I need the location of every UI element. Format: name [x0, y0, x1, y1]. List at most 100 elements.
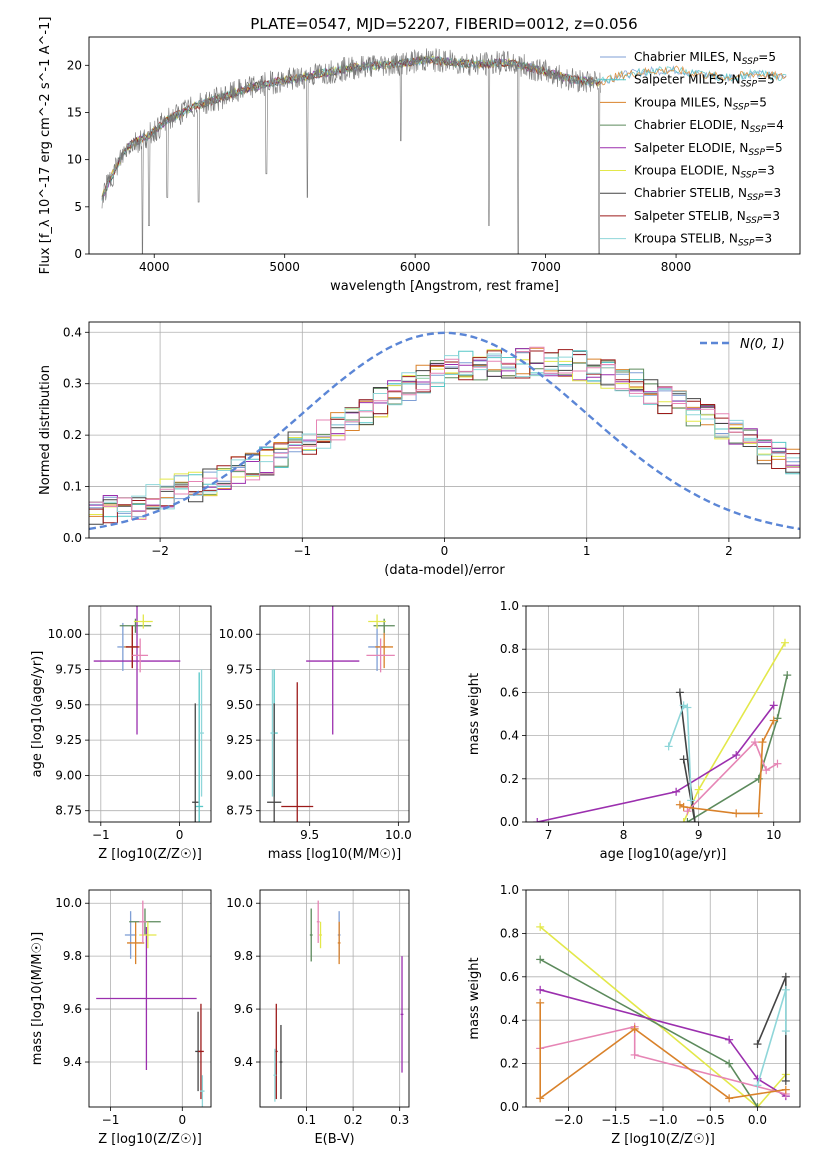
legend-entry: Kroupa MILES, NSSP=5: [634, 95, 767, 112]
legend-tail: =5: [765, 141, 783, 155]
weight-series-line: [667, 704, 692, 801]
weight-marker: [683, 807, 692, 816]
weight-series-line: [679, 692, 696, 822]
weight-marker: [675, 688, 684, 697]
weight-marker: [630, 1024, 639, 1033]
axes-ebv-mass: 0.1 0.2 0.3 9.4 9.6 9.8 10.0 E(B-V): [226, 889, 410, 1147]
y-tick-label: 0.2: [500, 772, 519, 786]
x-tick-label: 0.2: [344, 1113, 363, 1127]
legend-label: Salpeter ELODIE, N: [634, 141, 748, 155]
errorbar-point: [319, 921, 322, 949]
x-tick-label: −1: [102, 1113, 120, 1127]
weight-series-line: [539, 926, 787, 1107]
y-tick-label: 10: [67, 153, 82, 167]
x-tick-label: −1: [293, 544, 311, 558]
errorbar-point: [125, 625, 139, 669]
legend-subscript: SSP: [741, 171, 758, 181]
axes-frame: [259, 605, 410, 823]
y-tick-label: 9.4: [63, 1055, 82, 1069]
weight-marker: [679, 818, 688, 822]
y-tick-label: 9.25: [226, 733, 253, 747]
weight-marker: [664, 742, 673, 751]
y-axis-label: mass weight: [467, 957, 482, 1039]
x-axis-label: (data-model)/error: [384, 563, 505, 578]
errorbar-point: [132, 638, 149, 673]
legend-entry: Salpeter ELODIE, NSSP=5: [634, 141, 783, 158]
y-tick-label: 9.75: [226, 663, 253, 677]
x-tick-label: −1.5: [601, 1113, 630, 1127]
plot-spectrum: [101, 48, 787, 254]
weight-marker: [725, 1035, 734, 1044]
y-tick-label: 0.0: [63, 531, 82, 545]
legend-entry: Salpeter STELIB, NSSP=3: [634, 209, 780, 226]
weight-series-line: [686, 740, 778, 812]
legend-subscript: SSP: [750, 125, 767, 135]
errorbar-point: [270, 669, 275, 797]
x-tick-label: 8000: [661, 260, 692, 274]
weight-series-line: [540, 1025, 787, 1095]
weight-marker: [753, 1081, 762, 1090]
errorbar-point: [200, 1075, 205, 1107]
y-tick-label: 0.6: [500, 970, 519, 984]
weight-series-line: [756, 976, 787, 1081]
observed-spectrum-line: [101, 48, 601, 254]
y-tick-label: 8.75: [55, 804, 82, 818]
y-tick-label: 0.2: [63, 428, 82, 442]
plot-mass-age: [267, 606, 395, 822]
x-tick-label: 0.0: [748, 1113, 767, 1127]
weight-marker: [536, 1094, 545, 1103]
y-tick-label: 10.00: [219, 627, 253, 641]
weight-marker: [679, 755, 688, 764]
x-tick-label: 0.1: [297, 1113, 316, 1127]
y-tick-label: 9.4: [234, 1055, 253, 1069]
errorbar-point: [139, 921, 157, 949]
axes-age-weight: 7 8 9 10 0.0 0.2 0.4 0.6 0.8 1.0 age [log10(age/yr…: [467, 599, 801, 862]
weight-marker: [732, 751, 741, 760]
weight-marker: [536, 922, 545, 931]
legend-entry: Chabrier ELODIE, NSSP=4: [634, 118, 784, 135]
y-tick-label: 0.4: [500, 1013, 519, 1027]
x-tick-label: 2: [725, 544, 733, 558]
model-spectrum-line: [101, 55, 600, 198]
weight-marker: [762, 766, 771, 775]
errorbar-point: [119, 618, 152, 633]
x-axis-label: Z [log10(Z/Z☉)]: [98, 1132, 202, 1147]
legend-subscript: SSP: [733, 102, 750, 112]
legend-tail: =3: [762, 209, 780, 223]
axes-residuals: −2 −1 0 1 2 0.0 0.1 0.2 0.3 0.4 (data-model)/error…: [38, 321, 801, 578]
legend-label: Kroupa STELIB, N: [634, 232, 738, 246]
legend-entry: Salpeter MILES, NSSP=5: [634, 73, 775, 90]
weight-marker: [672, 787, 681, 796]
errorbar-point: [337, 921, 341, 965]
x-tick-label: 1: [583, 544, 591, 558]
weight-marker: [783, 671, 792, 680]
y-tick-label: 9.50: [55, 698, 82, 712]
x-axis-label: age [log10(age/yr)]: [600, 847, 727, 862]
y-tick-label: 0.4: [500, 729, 519, 743]
errorbar-point: [309, 908, 313, 962]
y-tick-label: 9.6: [234, 1002, 253, 1016]
x-axis-label: Z [log10(Z/Z☉)]: [98, 847, 202, 862]
y-tick-label: 9.00: [55, 768, 82, 782]
legend-subscript: SSP: [742, 57, 759, 67]
x-tick-label: 0: [176, 828, 184, 842]
errorbar-point: [139, 900, 147, 943]
legend-entry: Chabrier STELIB, NSSP=3: [634, 186, 781, 203]
y-axis-label: mass [log10(M/M☉)]: [30, 932, 45, 1065]
y-tick-label: 0.1: [63, 480, 82, 494]
weight-marker: [781, 1085, 790, 1094]
axes-frame: [88, 36, 801, 255]
weight-marker: [773, 714, 782, 723]
weight-marker: [781, 1027, 790, 1036]
x-axis-label: mass [log10(M/M☉)]: [268, 847, 401, 862]
legend-tail: =3: [764, 186, 782, 200]
x-tick-label: 0: [441, 544, 449, 558]
y-tick-label: 9.00: [226, 768, 253, 782]
errorbar-point: [366, 638, 395, 673]
weight-marker: [533, 818, 542, 822]
weight-marker: [769, 701, 778, 710]
legend-entry: Kroupa STELIB, NSSP=3: [634, 232, 772, 249]
legend-tail: =3: [754, 232, 772, 246]
errorbar-point: [400, 956, 404, 1073]
